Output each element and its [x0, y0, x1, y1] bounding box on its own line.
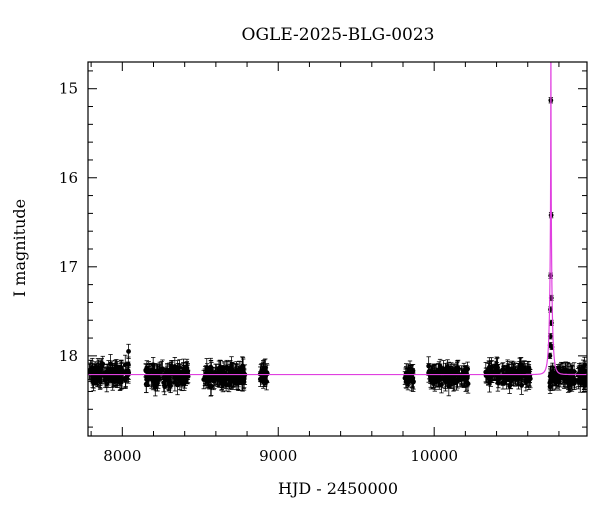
data-point	[219, 381, 224, 386]
y-axis-label: I magnitude	[10, 199, 29, 297]
data-point	[458, 376, 464, 382]
data-point	[119, 376, 125, 382]
data-point	[440, 376, 446, 382]
data-point	[97, 378, 103, 384]
y-tick-label: 18	[59, 347, 78, 365]
model-curve	[88, 62, 587, 376]
data-point	[143, 381, 149, 387]
y-tick-label: 17	[59, 258, 78, 276]
data-point	[125, 368, 131, 373]
data-point	[525, 375, 530, 381]
model-line	[88, 62, 587, 376]
data-point	[259, 368, 265, 374]
data-point	[108, 361, 113, 367]
data-point	[489, 365, 495, 371]
data-point	[515, 374, 521, 380]
x-tick-label: 9000	[259, 447, 297, 465]
data-point	[568, 380, 574, 385]
data-point	[236, 367, 242, 372]
data-point	[151, 371, 156, 377]
data-point	[457, 372, 462, 378]
data-point	[582, 379, 587, 385]
data-point	[548, 371, 554, 376]
data-point	[547, 384, 553, 390]
data-point	[508, 366, 514, 372]
outlier-point	[126, 349, 131, 354]
data-point	[241, 376, 247, 382]
data-point	[98, 366, 104, 371]
data-point	[437, 363, 443, 369]
data-point	[410, 375, 416, 381]
data-point	[103, 377, 109, 383]
data-point	[505, 365, 511, 370]
data-point	[465, 366, 471, 372]
data-point	[487, 374, 493, 380]
data-point	[240, 366, 246, 371]
x-axis-label: HJD - 2450000	[278, 479, 398, 498]
data-points	[88, 97, 587, 397]
data-point	[161, 380, 167, 386]
peak-point	[547, 353, 553, 359]
x-tick-label: 10000	[410, 447, 458, 465]
y-tick-label: 16	[59, 169, 78, 187]
data-point	[262, 377, 268, 383]
data-point	[88, 369, 92, 375]
tick-labels: 8000 9000 10000 15 16 17 18	[59, 80, 458, 465]
data-point	[92, 370, 97, 375]
data-point	[499, 368, 505, 373]
data-point	[106, 366, 112, 372]
data-point	[464, 379, 470, 385]
plot-frame	[87, 61, 588, 437]
chart-title: OGLE-2025-BLG-0023	[242, 25, 435, 45]
data-point	[119, 367, 124, 373]
data-point	[508, 378, 514, 383]
axis-ticks	[88, 62, 587, 436]
data-point	[164, 367, 170, 373]
y-tick-label: 15	[59, 80, 78, 98]
data-point	[582, 362, 587, 368]
data-point	[113, 378, 119, 383]
x-tick-label: 8000	[103, 447, 141, 465]
data-point	[519, 370, 525, 375]
data-point	[429, 371, 435, 377]
data-point	[435, 378, 441, 384]
data-point	[91, 380, 97, 386]
data-point	[446, 384, 452, 389]
data-point	[229, 369, 235, 374]
